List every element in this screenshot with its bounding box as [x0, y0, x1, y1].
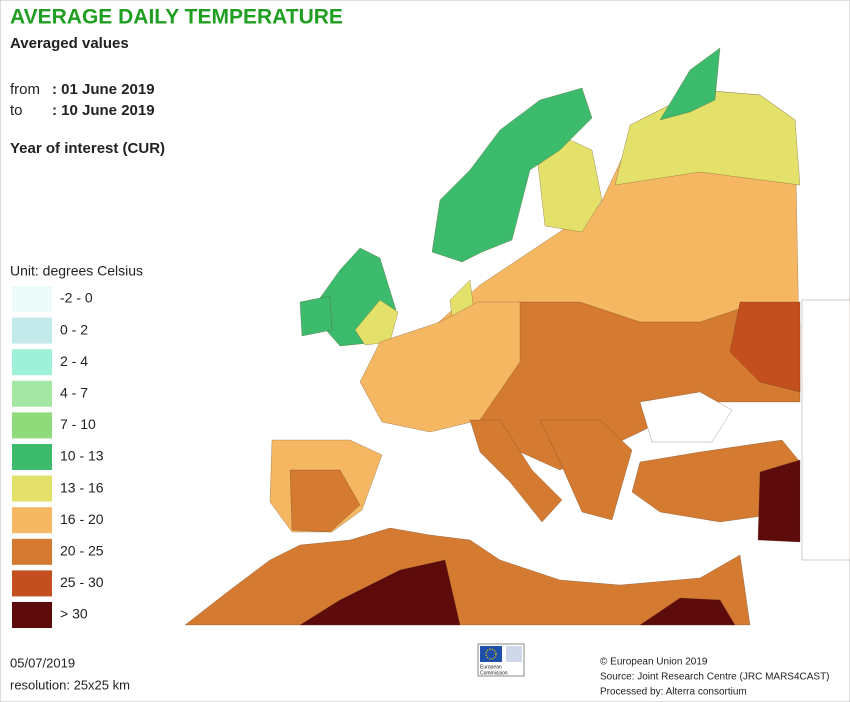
logo-text: Commission: [480, 670, 508, 676]
year-of-interest: Year of interest (CUR): [10, 140, 165, 157]
eu-flag: [480, 646, 502, 662]
legend-swatch: [12, 286, 52, 312]
legend-label: 2 - 4: [60, 353, 88, 369]
copyright: © European Union 2019: [600, 657, 708, 668]
source: Source: Joint Research Centre (JRC MARS4…: [600, 672, 830, 683]
map-region: [299, 295, 333, 337]
map-region: [757, 459, 801, 543]
legend-label: 10 - 13: [60, 448, 104, 464]
map-region: [289, 469, 361, 533]
map-region: [299, 559, 461, 626]
legend-swatch: [12, 475, 52, 502]
legend-swatch: [12, 412, 52, 439]
logo-building: [506, 646, 522, 662]
processed-by: Processed by: Alterra consortium: [600, 687, 747, 698]
map-region: [469, 419, 563, 523]
legend-label: 7 - 10: [60, 416, 96, 432]
to-value: : 10 June 2019: [52, 102, 155, 119]
eu-logo: European Commission: [477, 643, 525, 677]
title: AVERAGE DAILY TEMPERATURE: [10, 6, 343, 29]
legend-swatch: [12, 349, 52, 376]
legend-label: 20 - 25: [60, 543, 104, 559]
from-value: : 01 June 2019: [52, 81, 155, 98]
map-region: [801, 299, 850, 561]
map-region: [359, 301, 521, 433]
map-region: [639, 597, 736, 626]
legend-swatch: [12, 507, 52, 534]
legend-unit: Unit: degrees Celsius: [10, 263, 143, 279]
legend-label: > 30: [60, 606, 88, 622]
legend-label: 13 - 16: [60, 479, 104, 495]
map-region: [354, 299, 399, 346]
to-label: to: [10, 102, 23, 119]
legend-label: 16 - 20: [60, 511, 104, 527]
date: 05/07/2019: [10, 655, 75, 670]
legend-swatch: [12, 317, 52, 344]
legend-label: 25 - 30: [60, 574, 104, 590]
legend: -2 - 0 0 - 2 2 - 4 4 - 7 7 - 10 10 - 13 13 - 1…: [12, 286, 104, 628]
legend-swatch: [12, 570, 52, 597]
map-region: [639, 391, 733, 443]
subtitle: Averaged values: [10, 35, 129, 52]
resolution: resolution: 25x25 km: [10, 677, 130, 692]
from-label: from: [10, 81, 40, 98]
eu-stars: [485, 648, 497, 660]
map: [184, 47, 850, 626]
legend-swatch: [12, 602, 52, 628]
map-region: [729, 301, 801, 393]
map-region: [431, 87, 593, 263]
legend-label: 0 - 2: [60, 321, 88, 337]
legend-label: 4 - 7: [60, 385, 88, 401]
legend-swatch: [12, 380, 52, 407]
map-region: [184, 527, 751, 626]
legend-label: -2 - 0: [60, 290, 93, 306]
logo-text: European: [480, 664, 502, 670]
map-region: [539, 419, 633, 521]
map-region: [659, 47, 721, 121]
legend-swatch: [12, 538, 52, 565]
legend-swatch: [12, 444, 52, 470]
